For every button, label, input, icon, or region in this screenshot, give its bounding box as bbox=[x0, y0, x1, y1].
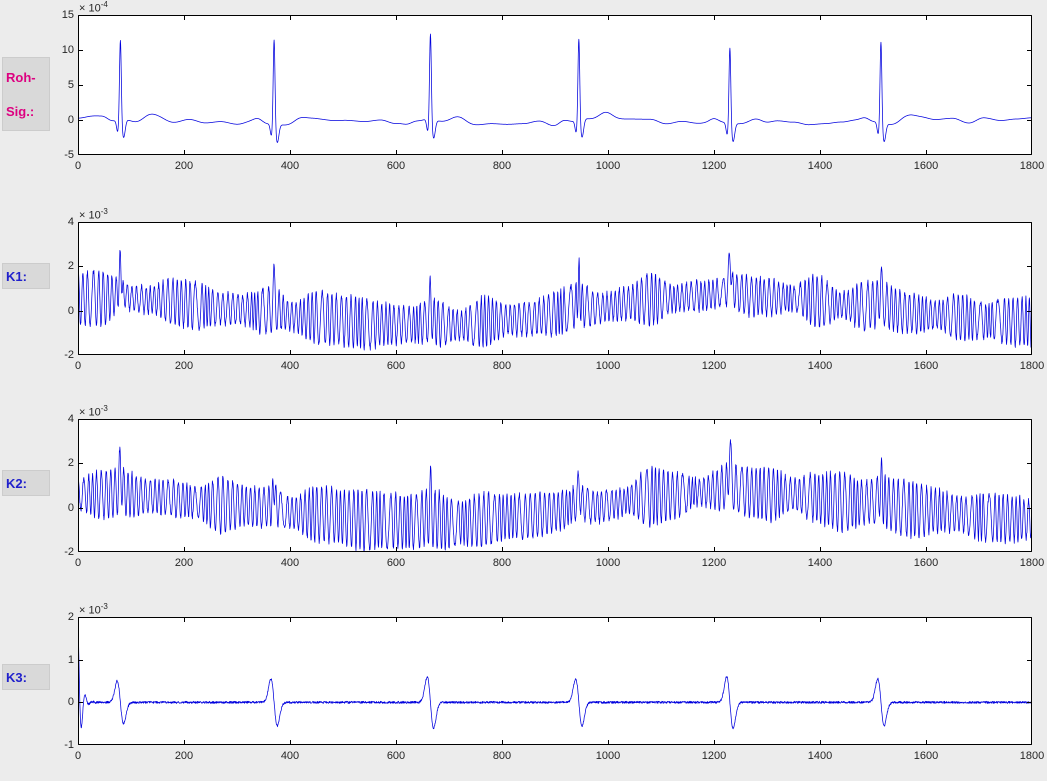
subplot-k2: × 10-3 0 200 400 600 800 1000 1200 1400 1600 1800 -… bbox=[64, 404, 1044, 569]
row-label-text: Roh- bbox=[6, 70, 36, 85]
y-tick-label: 2 bbox=[67, 260, 74, 273]
x-tick-label: 1400 bbox=[807, 360, 833, 372]
y-axis-exponent: × 10-3 bbox=[79, 404, 108, 419]
plot-canvas bbox=[78, 15, 1032, 155]
x-tick-label: 1200 bbox=[701, 557, 727, 569]
y-tick-label: -2 bbox=[64, 546, 74, 558]
x-tick-label: 1200 bbox=[701, 360, 727, 372]
y-tick-label: 4 bbox=[67, 413, 74, 425]
x-tick-label: 1600 bbox=[913, 557, 939, 569]
x-tick-label: 1000 bbox=[595, 750, 621, 762]
y-tick-label: 0 bbox=[67, 696, 74, 709]
x-tick-label: 800 bbox=[492, 557, 512, 569]
x-tick-label: 600 bbox=[386, 160, 406, 172]
x-tick-label: 1600 bbox=[913, 750, 939, 762]
x-tick-label: 200 bbox=[174, 360, 194, 372]
y-axis-exponent: × 10-3 bbox=[79, 602, 108, 617]
x-tick-label: 1200 bbox=[701, 750, 727, 762]
x-tick-label: 400 bbox=[280, 557, 300, 569]
x-tick-label: 1600 bbox=[913, 160, 939, 172]
x-tick-label: 1200 bbox=[701, 160, 727, 172]
y-tick-label: 0 bbox=[67, 304, 74, 317]
row-label-text: Sig.: bbox=[6, 104, 35, 119]
x-tick-label: 600 bbox=[386, 557, 406, 569]
x-tick-label: 0 bbox=[74, 160, 82, 172]
row-label-text: K2: bbox=[6, 476, 27, 491]
x-tick-label: 200 bbox=[174, 557, 194, 569]
x-tick-label: 200 bbox=[174, 160, 194, 172]
x-tick-label: 0 bbox=[74, 360, 82, 372]
row-label-k2: K2: bbox=[2, 470, 50, 496]
x-tick-label: 800 bbox=[492, 750, 512, 762]
y-tick-label: -1 bbox=[64, 739, 74, 751]
row-label-text: K3: bbox=[6, 670, 27, 685]
x-tick-label: 1000 bbox=[595, 160, 621, 172]
x-tick-label: 1800 bbox=[1019, 557, 1045, 569]
x-tick-label: 400 bbox=[280, 160, 300, 172]
x-tick-label: 0 bbox=[74, 557, 82, 569]
x-tick-label: 1800 bbox=[1019, 750, 1045, 762]
x-tick-label: 200 bbox=[174, 750, 194, 762]
x-tick-label: 1600 bbox=[913, 360, 939, 372]
subplot-roh-sig: × 10-4 0 200 400 600 800 1000 1200 1400 1600 1800 -… bbox=[62, 0, 1044, 172]
plot-canvas bbox=[78, 222, 1032, 355]
y-tick-label: 2 bbox=[67, 611, 74, 623]
x-tick-label: 800 bbox=[492, 360, 512, 372]
x-tick-label: 0 bbox=[74, 750, 82, 762]
y-tick-label: 2 bbox=[67, 457, 74, 470]
y-tick-label: -5 bbox=[64, 149, 74, 161]
row-label-k3: K3: bbox=[2, 664, 50, 690]
row-label-text: K1: bbox=[6, 269, 27, 284]
x-tick-label: 600 bbox=[386, 360, 406, 372]
x-tick-label: 600 bbox=[386, 750, 406, 762]
y-tick-label: -2 bbox=[64, 349, 74, 361]
x-tick-label: 1400 bbox=[807, 750, 833, 762]
row-label-roh-sig: Roh- Sig.: bbox=[2, 57, 50, 131]
x-tick-label: 1400 bbox=[807, 557, 833, 569]
plot-canvas bbox=[78, 617, 1032, 745]
y-tick-label: 0 bbox=[67, 501, 74, 514]
y-tick-label: 4 bbox=[67, 216, 74, 228]
y-tick-label: 0 bbox=[67, 114, 74, 126]
x-tick-label: 400 bbox=[280, 750, 300, 762]
x-tick-label: 1400 bbox=[807, 160, 833, 172]
x-tick-label: 1000 bbox=[595, 360, 621, 372]
subplot-k3: × 10-3 0 200 400 600 800 1000 1200 1400 1600 1800 -… bbox=[64, 602, 1044, 762]
y-tick-label: 5 bbox=[67, 79, 74, 91]
y-tick-label: 1 bbox=[67, 653, 74, 666]
y-axis-exponent: × 10-3 bbox=[79, 207, 108, 222]
subplot-k1: × 10-3 0 200 400 600 800 1000 1200 1400 1600 1800 -… bbox=[64, 207, 1044, 372]
y-tick-label: 15 bbox=[61, 9, 74, 21]
x-tick-label: 400 bbox=[280, 360, 300, 372]
y-tick-label: 10 bbox=[61, 44, 74, 56]
x-tick-label: 800 bbox=[492, 160, 512, 172]
x-tick-label: 1000 bbox=[595, 557, 621, 569]
x-tick-label: 1800 bbox=[1019, 160, 1045, 172]
plot-canvas bbox=[78, 419, 1032, 552]
x-tick-label: 1800 bbox=[1019, 360, 1045, 372]
y-axis-exponent: × 10-4 bbox=[79, 0, 108, 15]
row-label-k1: K1: bbox=[2, 263, 50, 289]
